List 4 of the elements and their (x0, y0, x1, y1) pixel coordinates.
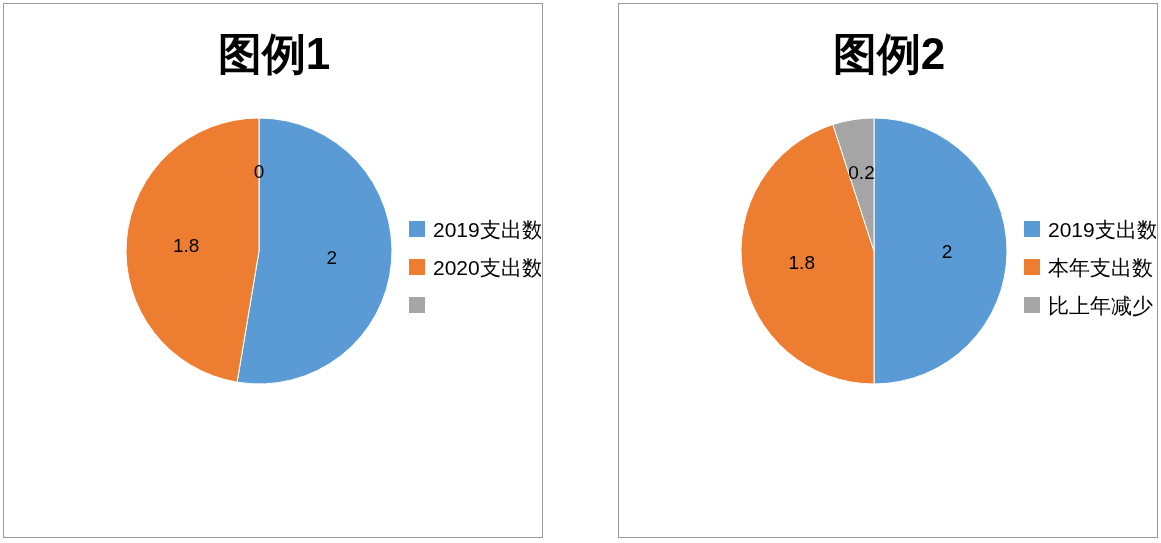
legend-label: 本年支出数 (1048, 256, 1153, 279)
chart-title: 图例1 (217, 29, 331, 78)
chart-title: 图例2 (832, 29, 946, 78)
legend-label: 比上年减少 (1048, 294, 1153, 317)
